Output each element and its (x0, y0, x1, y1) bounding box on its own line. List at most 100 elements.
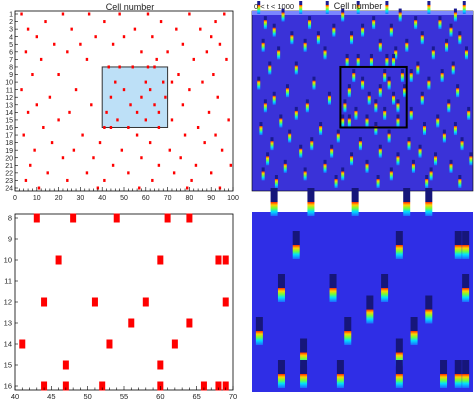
heat-bar (369, 57, 373, 67)
heat-trail (354, 106, 358, 111)
x-tick-label: 10 (33, 195, 41, 202)
heat-trail (303, 167, 307, 172)
heat-trail (389, 23, 393, 28)
data-point (70, 213, 77, 223)
y-tick-label: 9 (9, 72, 13, 79)
data-point (127, 171, 130, 175)
heat-bar (429, 171, 433, 181)
data-point (99, 381, 106, 391)
data-point (201, 80, 204, 84)
data-point (170, 80, 174, 84)
heat-trail (454, 360, 462, 374)
data-point (22, 133, 25, 137)
heat-bar (395, 374, 403, 388)
y-tick-label: 14 (5, 110, 13, 117)
heat-bar (374, 103, 378, 113)
heat-bar (299, 5, 303, 14)
y-tick-label: 22 (5, 170, 13, 177)
heat-trail (389, 167, 393, 172)
y-tick-label: 12 (5, 95, 13, 102)
heat-trail (420, 91, 424, 96)
x-tick-label: 60 (156, 392, 164, 401)
data-point (50, 141, 54, 145)
data-point (205, 50, 209, 54)
data-point (129, 103, 132, 107)
heat-bar (288, 133, 292, 143)
x-tick-label: 30 (77, 195, 85, 202)
heat-trail (374, 99, 378, 104)
heat-bar (347, 88, 351, 98)
heat-bar (344, 331, 352, 345)
heat-bar (361, 80, 365, 90)
data-point (133, 27, 137, 31)
heat-bar (376, 179, 380, 188)
heat-bar (356, 57, 360, 67)
heat-bar (427, 80, 431, 90)
x-tick-label: 40 (98, 195, 106, 202)
data-point (128, 318, 135, 328)
heat-trail (266, 152, 270, 157)
heat-bar (442, 133, 446, 143)
heat-trail (403, 188, 411, 202)
heat-bar (425, 202, 433, 216)
heat-bar (454, 374, 462, 388)
data-point (79, 42, 82, 46)
heat-bar (403, 88, 407, 98)
y-tick-label: 13 (4, 319, 12, 328)
heat-bar (354, 110, 358, 120)
x-tick-label: 65 (192, 392, 200, 401)
heat-bar (303, 42, 307, 52)
heat-bar (365, 163, 369, 173)
data-point (62, 381, 69, 391)
heat-trail (303, 38, 307, 43)
heat-bar (420, 35, 424, 45)
data-point (157, 255, 164, 265)
heat-trail (410, 317, 418, 331)
heat-trail (350, 152, 354, 157)
panel-top-right: 0 < t < 1000 Cell number (251, 1, 474, 192)
heat-bar (387, 133, 391, 143)
heat-trail (394, 46, 398, 51)
heat-trail (464, 46, 468, 51)
heat-trail (347, 114, 351, 119)
y-tick-label: 6 (9, 49, 13, 56)
data-point (118, 65, 121, 69)
heat-bar (350, 35, 354, 45)
heat-trail (279, 114, 283, 119)
data-point (157, 360, 164, 370)
heat-trail (453, 122, 457, 127)
data-point (181, 42, 185, 46)
heat-bar (361, 27, 365, 37)
data-point (151, 35, 154, 39)
data-point (164, 213, 171, 223)
x-tick-label: 100 (227, 195, 239, 202)
data-point (144, 118, 147, 122)
heat-trail (365, 114, 369, 119)
heat-bar (336, 374, 344, 388)
heat-trail (392, 53, 396, 58)
x-tick-label: 0 (13, 195, 17, 202)
data-point (92, 156, 95, 160)
data-point (33, 148, 36, 152)
heatmap-bars-br (255, 188, 470, 388)
data-point (181, 103, 185, 107)
heat-bar (409, 73, 413, 83)
data-point (37, 186, 41, 190)
heat-bar (272, 95, 276, 105)
heat-bar (436, 118, 440, 128)
y-tick-label: 14 (4, 340, 12, 349)
heat-bar (462, 5, 466, 14)
heat-bar (350, 156, 354, 166)
data-point (200, 381, 207, 391)
heat-trail (351, 188, 359, 202)
heat-trail (440, 69, 444, 74)
x-tick-label: 60 (142, 195, 150, 202)
heat-bar (396, 156, 400, 166)
y-tick-label: 19 (5, 148, 13, 155)
heat-trail (323, 46, 327, 51)
data-point (31, 73, 34, 77)
heat-bar (378, 42, 382, 52)
data-point (166, 50, 169, 54)
heat-bar (451, 65, 455, 75)
